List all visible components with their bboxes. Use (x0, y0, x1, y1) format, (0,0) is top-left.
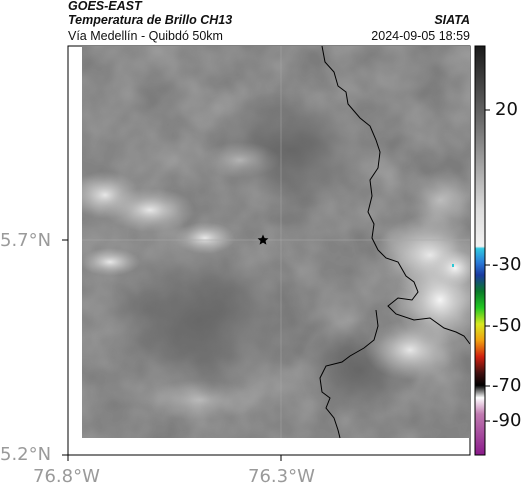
location-star-icon (257, 234, 269, 245)
agency-label: SIATA (434, 13, 470, 27)
department-border-south (319, 309, 379, 439)
product-title: Temperatura de Brillo CH13 (68, 13, 233, 27)
y-tick-label: 5.7°N (0, 230, 52, 251)
satellite-image (82, 46, 470, 438)
region-label: Vía Medellín - Quibdó 50km (68, 29, 223, 43)
colorbar-tick-label: -30 (492, 254, 522, 275)
colorbar-tick-label: -70 (492, 375, 522, 396)
department-border (321, 45, 471, 345)
colorbar-tick-label: -50 (492, 315, 522, 336)
x-tick-label: 76.8°W (33, 466, 100, 487)
colorbar (474, 45, 486, 456)
y-tick-label: 5.2°N (0, 444, 52, 465)
colorbar-tick-label: 20 (495, 99, 518, 120)
datetime-label: 2024-09-05 18:59 (371, 29, 470, 43)
x-tick-label: 76.3°W (248, 466, 315, 487)
satellite-name: GOES-EAST (68, 0, 142, 13)
colorbar-tick-label: -90 (492, 410, 522, 431)
